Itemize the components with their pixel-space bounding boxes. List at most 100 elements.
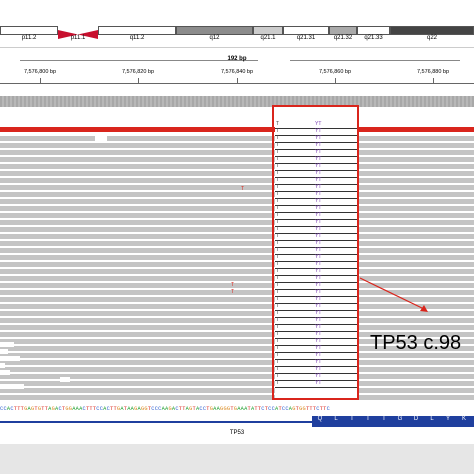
variant-row[interactable]: T YT <box>275 254 359 262</box>
ideogram-band[interactable] <box>98 26 176 35</box>
variant-row[interactable]: T YT <box>275 317 359 325</box>
read-row[interactable] <box>0 269 474 274</box>
variant-row[interactable]: T YT <box>275 282 359 290</box>
read-row[interactable] <box>0 374 474 379</box>
ruler-ticks[interactable] <box>0 78 474 84</box>
read-row[interactable] <box>0 304 474 309</box>
read-row[interactable] <box>0 136 474 141</box>
variant-row[interactable]: T YT <box>275 121 359 129</box>
variant-row[interactable]: T YT <box>275 247 359 255</box>
ideogram-band[interactable] <box>253 26 283 35</box>
variant-row[interactable]: T YT <box>275 149 359 157</box>
variant-row[interactable]: T YT <box>275 338 359 346</box>
reference-base: A <box>27 406 31 412</box>
ideogram-band[interactable] <box>176 26 253 35</box>
read-row[interactable] <box>0 318 474 323</box>
variant-row[interactable]: T YT <box>275 191 359 199</box>
variant-row[interactable]: T YT <box>275 303 359 311</box>
amino-acid: L <box>334 416 338 422</box>
ideogram-band[interactable] <box>390 26 474 35</box>
variant-row[interactable]: T YT <box>275 373 359 381</box>
variant-row[interactable]: T YT <box>275 142 359 150</box>
reference-base: T <box>178 406 183 412</box>
variant-row[interactable]: T YT <box>275 352 359 360</box>
variant-row[interactable]: T YT <box>275 345 359 353</box>
read-row[interactable] <box>0 325 474 330</box>
read-row[interactable] <box>0 157 474 162</box>
variant-row[interactable]: T YT <box>275 128 359 136</box>
ideogram-band[interactable] <box>329 26 357 35</box>
read-row[interactable] <box>0 339 474 344</box>
variant-row[interactable]: T YT <box>275 135 359 143</box>
variant-selection-box[interactable] <box>272 105 359 400</box>
ideogram-band[interactable] <box>58 26 98 39</box>
variant-row[interactable]: T YT <box>275 226 359 234</box>
read-row[interactable] <box>0 171 474 176</box>
read-row[interactable] <box>0 241 474 246</box>
read-row[interactable] <box>0 367 474 372</box>
coverage-track[interactable] <box>0 96 474 107</box>
read-row[interactable] <box>0 227 474 232</box>
read-row[interactable] <box>0 206 474 211</box>
coverage-bin <box>52 96 54 107</box>
read-row[interactable] <box>0 381 474 386</box>
ideogram-band[interactable] <box>357 26 390 35</box>
read-row[interactable] <box>0 199 474 204</box>
read-row[interactable] <box>0 332 474 337</box>
variant-row[interactable]: T YT <box>275 219 359 227</box>
variant-row[interactable]: T YT <box>275 359 359 367</box>
variant-row[interactable]: T YT <box>275 177 359 185</box>
read-row[interactable] <box>0 311 474 316</box>
variant-row[interactable]: T YT <box>275 289 359 297</box>
variant-row[interactable]: T YT <box>275 268 359 276</box>
variant-row[interactable]: T YT <box>275 331 359 339</box>
variant-row[interactable]: T YT <box>275 324 359 332</box>
read-row[interactable] <box>0 185 474 190</box>
ideogram-band[interactable] <box>283 26 329 35</box>
read-row[interactable] <box>0 360 474 365</box>
variant-row[interactable]: T YT <box>275 163 359 171</box>
read-row[interactable] <box>0 353 474 358</box>
variant-row[interactable]: T YT <box>275 240 359 248</box>
read-row[interactable] <box>0 143 474 148</box>
read-row[interactable] <box>0 248 474 253</box>
reference-base: G <box>168 406 172 412</box>
variant-row[interactable]: T YT <box>275 310 359 318</box>
read-row[interactable] <box>0 297 474 302</box>
read-row[interactable] <box>0 290 474 295</box>
read-row[interactable] <box>0 395 474 400</box>
read-row[interactable] <box>0 192 474 197</box>
selected-read-bar[interactable] <box>0 127 474 132</box>
variant-row[interactable]: T YT <box>275 275 359 283</box>
read-row[interactable] <box>0 234 474 239</box>
read-row[interactable] <box>0 283 474 288</box>
variant-row[interactable]: T YT <box>275 261 359 269</box>
variant-row[interactable]: T YT <box>275 170 359 178</box>
variant-row[interactable]: T YT <box>275 296 359 304</box>
variant-row[interactable]: T YT <box>275 380 359 388</box>
variant-row[interactable]: T YT <box>275 184 359 192</box>
variant-row[interactable]: T YT <box>275 205 359 213</box>
read-row[interactable] <box>0 150 474 155</box>
chromosome-ideogram[interactable] <box>0 26 474 39</box>
read-row[interactable] <box>0 276 474 281</box>
variant-row[interactable]: T YT <box>275 233 359 241</box>
read-row[interactable] <box>0 262 474 267</box>
variant-row[interactable]: T YT <box>275 212 359 220</box>
read-row[interactable] <box>0 220 474 225</box>
variant-row[interactable]: T YT <box>275 366 359 374</box>
read-row[interactable] <box>0 388 474 393</box>
read-row[interactable] <box>0 213 474 218</box>
variant-row[interactable]: T YT <box>275 198 359 206</box>
ideogram-band[interactable] <box>0 26 58 35</box>
read-row[interactable] <box>0 164 474 169</box>
reference-base: C <box>158 406 162 412</box>
read-row[interactable] <box>0 178 474 183</box>
gene-intron-line[interactable] <box>0 421 312 423</box>
variant-column: T YT T YT T YT T YT T YT T YT T YT T YT T YT T YT T YT T YT T YT T… <box>275 121 359 402</box>
variant-row[interactable]: T YT <box>275 156 359 164</box>
read-row[interactable] <box>0 255 474 260</box>
read-row[interactable] <box>0 346 474 351</box>
